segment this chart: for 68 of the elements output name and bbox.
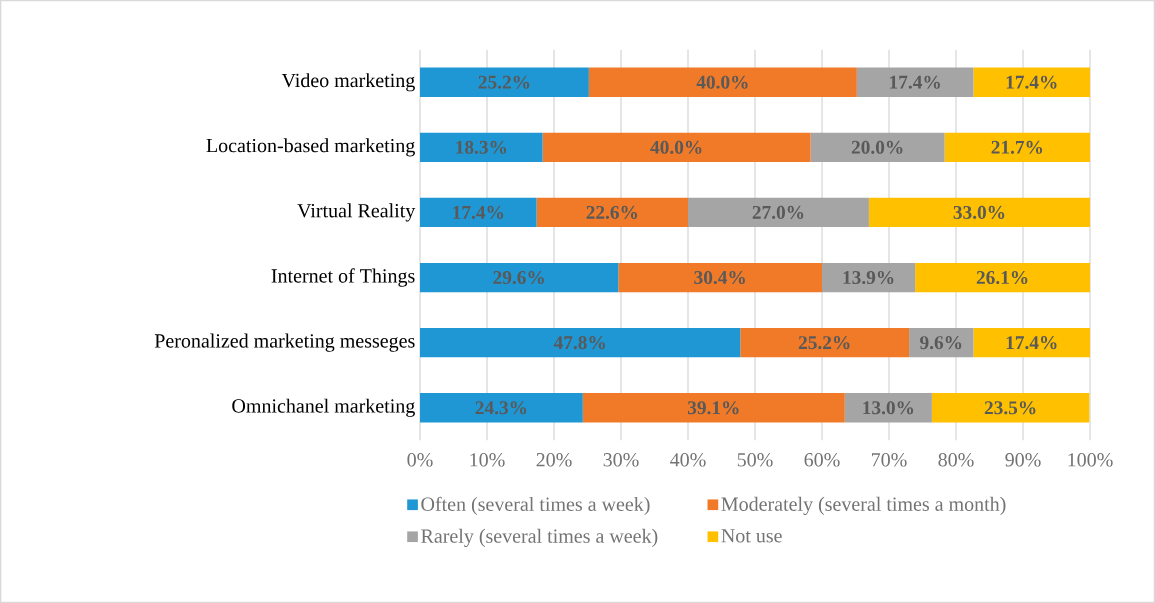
data-label: 20.0% — [851, 140, 903, 154]
bar — [542, 132, 811, 163]
bar — [588, 67, 857, 97]
bar — [618, 262, 823, 293]
data-label: 13.0% — [863, 401, 914, 415]
bar — [810, 132, 945, 163]
y-tick-label: Omnichanel marketing — [232, 398, 415, 417]
y-tick-label: Video marketing — [281, 73, 415, 92]
data-label: 25.2% — [478, 75, 530, 89]
data-label: 27.0% — [752, 205, 804, 220]
bar — [688, 197, 869, 228]
data-label: 17.4% — [453, 205, 504, 220]
data-label: 17.4% — [1006, 336, 1057, 350]
bar — [536, 197, 689, 228]
bar — [856, 67, 974, 97]
x-tick-label: 20% — [536, 453, 572, 467]
x-tick-label: 40% — [670, 453, 706, 467]
legend-label: Often (several times a week) — [421, 496, 650, 516]
y-tick-label: Peronalized marketing messeges — [154, 333, 415, 352]
x-tick-label: 0% — [407, 453, 433, 467]
data-label: 21.7% — [991, 140, 1043, 154]
data-label: 18.3% — [456, 140, 507, 154]
bar — [822, 262, 916, 293]
bar — [973, 67, 1091, 97]
x-tick-label: 70% — [872, 453, 907, 467]
x-tick-label: 60% — [804, 453, 840, 467]
bar — [973, 328, 1091, 358]
x-tick-label: 90% — [1005, 453, 1041, 467]
data-label: 17.4% — [1006, 75, 1057, 89]
data-label: 30.4% — [694, 270, 745, 285]
data-label: 26.1% — [976, 270, 1028, 285]
bar — [931, 393, 1090, 423]
data-label: 23.5% — [984, 401, 1036, 415]
bar — [844, 393, 932, 423]
bar — [420, 262, 619, 293]
x-tick-label: 50% — [737, 453, 773, 467]
bar — [915, 262, 1091, 293]
legend-label: Not use — [721, 529, 782, 543]
x-tick-label: 10% — [470, 453, 505, 467]
data-label: 17.4% — [890, 75, 940, 89]
y-tick-label: Location-based marketing — [206, 138, 415, 157]
data-label: 24.3% — [475, 401, 527, 415]
x-tick-label: 80% — [938, 453, 974, 467]
bar — [420, 197, 537, 228]
data-label: 40.0% — [650, 140, 702, 154]
data-label: 33.0% — [953, 205, 1005, 220]
data-label: 22.6% — [586, 205, 638, 220]
data-label: 39.1% — [687, 401, 739, 415]
bar — [582, 393, 845, 423]
y-tick-label: Virtual Reality — [297, 203, 416, 222]
x-tick-label: 30% — [603, 453, 639, 467]
x-tick-label: 100% — [1068, 453, 1113, 467]
data-label: 29.6% — [493, 270, 544, 285]
bar — [740, 328, 910, 358]
bar — [420, 132, 543, 163]
data-label: 9.6% — [920, 336, 962, 350]
data-label: 25.2% — [798, 336, 850, 350]
data-label: 47.8% — [553, 336, 605, 350]
legend-label: Rarely (several times a week) — [421, 528, 658, 547]
bar — [944, 132, 1091, 163]
bar — [420, 67, 589, 97]
bar — [420, 393, 583, 423]
bar — [420, 328, 741, 358]
data-label: 40.0% — [696, 75, 748, 89]
legend-label: Moderately (several times a month) — [721, 496, 1006, 516]
data-label: 13.9% — [843, 270, 894, 285]
y-tick-label: Internet of Things — [271, 268, 415, 287]
bar — [868, 197, 1091, 228]
